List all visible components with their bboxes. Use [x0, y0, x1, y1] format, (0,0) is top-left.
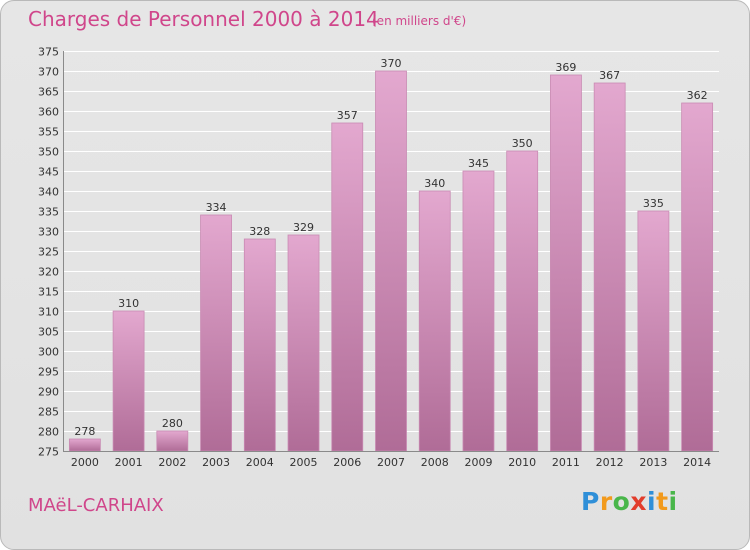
- bar-value-label: 278: [74, 425, 95, 438]
- bar-2009: [462, 170, 495, 452]
- bar-value-label: 370: [381, 57, 402, 70]
- y-tick-label: 330: [38, 226, 59, 239]
- y-tick-label: 320: [38, 266, 59, 279]
- y-tick-label: 350: [38, 146, 59, 159]
- x-tick-label: 2000: [71, 456, 99, 469]
- bar-value-label: 335: [643, 197, 664, 210]
- bar-2013: [637, 210, 670, 452]
- y-tick-label: 285: [38, 406, 59, 419]
- proxiti-logo: Proxiti: [581, 487, 678, 516]
- y-tick-label: 290: [38, 386, 59, 399]
- bar-2004: [243, 238, 276, 452]
- bar-2014: [681, 102, 714, 452]
- bar-2001: [112, 310, 145, 452]
- commune-name: MAëL-CARHAIX: [28, 495, 164, 516]
- bar-2011: [550, 74, 582, 452]
- bar-value-label: 369: [555, 61, 576, 74]
- y-tick-label: 355: [38, 126, 59, 139]
- bar-value-label: 340: [424, 177, 445, 190]
- bar-value-label: 345: [468, 157, 489, 170]
- y-tick-label: 305: [38, 326, 59, 339]
- logo-letter: x: [630, 487, 647, 516]
- y-tick-label: 375: [38, 46, 59, 59]
- y-tick-label: 370: [38, 66, 59, 79]
- y-tick-label: 280: [38, 426, 59, 439]
- y-tick-label: 335: [38, 206, 59, 219]
- y-tick-label: 315: [38, 286, 59, 299]
- y-tick-label: 345: [38, 166, 59, 179]
- y-tick-label: 295: [38, 366, 59, 379]
- x-tick-label: 2006: [333, 456, 361, 469]
- x-tick-label: 2001: [115, 456, 143, 469]
- bar-2005: [287, 234, 320, 452]
- bar-value-label: 362: [687, 89, 708, 102]
- x-tick-label: 2010: [508, 456, 536, 469]
- x-tick-label: 2009: [464, 456, 492, 469]
- x-tick-label: 2005: [290, 456, 318, 469]
- bar-value-label: 310: [118, 297, 139, 310]
- bar-2006: [331, 122, 364, 452]
- x-tick-label: 2014: [683, 456, 711, 469]
- bar-value-label: 280: [162, 417, 183, 430]
- bar-value-label: 367: [599, 69, 620, 82]
- bar-2007: [375, 70, 407, 452]
- logo-letter: P: [581, 487, 600, 516]
- y-tick-label: 300: [38, 346, 59, 359]
- x-tick-label: 2004: [246, 456, 274, 469]
- logo-letter: i: [647, 487, 657, 516]
- y-tick-label: 310: [38, 306, 59, 319]
- bar-2010: [506, 150, 539, 452]
- logo-letter: i: [668, 487, 678, 516]
- x-tick-label: 2007: [377, 456, 405, 469]
- x-tick-label: 2012: [596, 456, 624, 469]
- x-tick-label: 2011: [552, 456, 580, 469]
- bar-value-label: 350: [512, 137, 533, 150]
- chart-subtitle: (en milliers d'€): [372, 14, 467, 28]
- logo-letter: t: [656, 487, 669, 516]
- x-tick-label: 2003: [202, 456, 230, 469]
- y-tick-label: 275: [38, 446, 59, 459]
- logo-letter: o: [612, 487, 631, 516]
- logo-letter: r: [599, 487, 613, 516]
- bar-value-label: 328: [249, 225, 270, 238]
- bar-value-label: 334: [206, 201, 227, 214]
- y-tick-label: 340: [38, 186, 59, 199]
- bar-value-label: 357: [337, 109, 358, 122]
- x-tick-label: 2002: [158, 456, 186, 469]
- chart-title: Charges de Personnel 2000 à 2014: [28, 7, 379, 31]
- bar-2002: [156, 430, 189, 452]
- bar-2008: [418, 190, 451, 452]
- bar-2012: [593, 82, 626, 452]
- y-tick-label: 360: [38, 106, 59, 119]
- y-tick-label: 365: [38, 86, 59, 99]
- x-tick-label: 2013: [639, 456, 667, 469]
- bar-value-label: 329: [293, 221, 314, 234]
- x-tick-label: 2008: [421, 456, 449, 469]
- y-tick-label: 325: [38, 246, 59, 259]
- bar-2000: [68, 438, 101, 452]
- bar-2003: [200, 214, 232, 452]
